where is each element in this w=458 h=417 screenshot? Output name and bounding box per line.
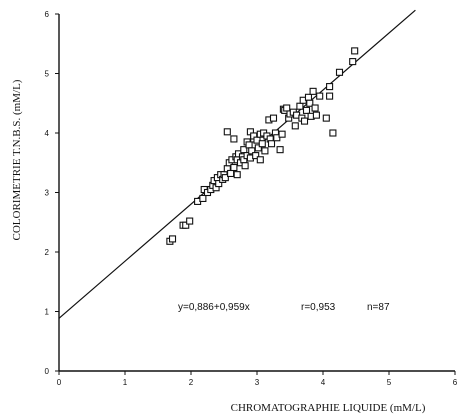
data-point	[326, 83, 334, 91]
x-tick-label: 4	[321, 378, 326, 387]
x-tick-label: 0	[57, 378, 62, 387]
y-tick-label: 0	[45, 367, 50, 376]
axes	[58, 14, 455, 372]
regression-equation: y=0,886+0,959x	[178, 302, 250, 313]
data-point	[199, 194, 207, 202]
data-point	[349, 58, 357, 66]
y-tick-labels: 0 1 2 3 4 5 6	[45, 10, 50, 376]
data-point	[311, 104, 319, 112]
data-point	[312, 111, 320, 119]
data-point	[351, 47, 359, 55]
y-tick-label: 2	[45, 248, 50, 257]
data-point	[267, 140, 276, 148]
data-point	[316, 92, 324, 100]
data-point	[291, 122, 299, 130]
data-point	[300, 117, 309, 125]
data-point	[296, 102, 304, 110]
y-tick-label: 5	[45, 70, 50, 79]
x-tick-label: 2	[189, 378, 194, 387]
y-tick-label: 1	[45, 308, 50, 317]
data-point	[329, 129, 337, 137]
data-point	[254, 144, 262, 152]
x-tick-label: 1	[123, 378, 128, 387]
x-tick-label: 3	[255, 378, 260, 387]
data-point	[221, 174, 229, 182]
data-point	[227, 169, 235, 178]
data-point	[230, 163, 238, 172]
data-point	[326, 92, 334, 100]
data-point	[230, 135, 238, 143]
data-point	[241, 162, 249, 170]
y-tick-label: 6	[45, 10, 50, 19]
tick-marks	[55, 13, 456, 375]
data-point	[273, 134, 281, 142]
data-point	[258, 140, 266, 148]
y-tick-label: 4	[45, 129, 50, 138]
data-point	[182, 221, 190, 229]
data-point	[309, 87, 317, 95]
data-point	[278, 130, 286, 138]
x-tick-label: 5	[387, 378, 392, 387]
data-point	[248, 147, 256, 155]
data-points	[166, 47, 359, 245]
x-tick-labels: 0 1 2 3 4 5 6	[57, 378, 458, 387]
correlation-coefficient: r=0,953	[301, 302, 336, 313]
data-point	[215, 180, 223, 188]
data-point	[269, 114, 278, 122]
data-point	[252, 152, 260, 160]
x-tick-label: 6	[453, 378, 458, 387]
data-point	[256, 156, 264, 164]
data-point	[335, 68, 344, 76]
data-point	[283, 104, 291, 112]
data-point	[261, 147, 269, 155]
x-axis-title: CHROMATOGRAPHIE LIQUIDE (mM/L)	[231, 402, 426, 414]
data-point	[233, 171, 241, 179]
data-point	[276, 146, 284, 154]
data-point	[306, 99, 314, 107]
data-point	[304, 93, 313, 101]
data-point	[302, 106, 311, 114]
data-point	[186, 217, 194, 225]
y-tick-label: 3	[45, 189, 50, 198]
y-axis-title: COLORIMETRIE T.N.B.S. (mM/L)	[11, 79, 23, 240]
sample-size: n=87	[367, 302, 390, 313]
data-point	[168, 235, 177, 243]
data-point	[322, 114, 330, 122]
data-point	[245, 141, 253, 149]
data-point	[223, 128, 231, 136]
